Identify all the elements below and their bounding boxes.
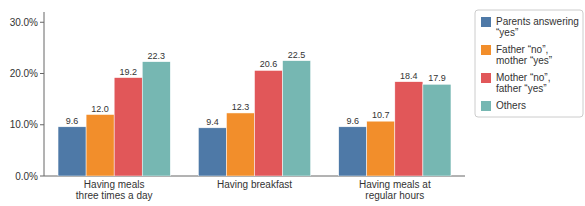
bar xyxy=(114,78,142,176)
y-tick xyxy=(40,124,44,125)
legend-frame xyxy=(475,10,583,117)
legend: Parents answering“yes” Father “no”,mother… xyxy=(475,10,583,117)
data-label: 18.4 xyxy=(400,71,418,81)
y-tick xyxy=(40,176,44,177)
bar xyxy=(283,61,311,176)
legend-label: Parents answering“yes” xyxy=(496,16,579,38)
legend-label: Others xyxy=(496,100,526,111)
data-label: 22.5 xyxy=(288,50,306,60)
bars xyxy=(58,61,451,176)
bar xyxy=(198,128,226,176)
x-tick-label: Having breakfast xyxy=(217,179,292,190)
legend-swatch xyxy=(481,17,491,27)
bar xyxy=(395,82,423,176)
bar xyxy=(339,127,367,176)
data-label: 19.2 xyxy=(119,67,137,77)
x-tick-label: Having meals atregular hours xyxy=(359,179,431,201)
data-label: 17.9 xyxy=(428,73,446,83)
bar xyxy=(423,84,451,176)
y-tick-label: 20.0% xyxy=(10,68,38,79)
y-tick-label: 10.0% xyxy=(10,119,38,130)
legend-swatch xyxy=(481,73,491,83)
legend-swatch xyxy=(481,101,491,111)
data-label: 12.3 xyxy=(232,102,250,112)
data-label: 12.0 xyxy=(91,104,109,114)
bar xyxy=(86,115,114,177)
y-tick-label: 30.0% xyxy=(10,17,38,28)
bar xyxy=(58,127,86,176)
y-tick-label: 0.0% xyxy=(15,171,38,182)
bar xyxy=(142,62,170,176)
axes: 0.0% 10.0% 20.0% 30.0% Having mealsthree tim… xyxy=(10,12,465,201)
data-label: 20.6 xyxy=(260,59,278,69)
y-tick xyxy=(40,22,44,23)
data-label: 22.3 xyxy=(148,51,166,61)
data-label: 9.6 xyxy=(346,116,359,126)
data-label: 9.4 xyxy=(206,117,219,127)
x-tick-label: Having mealsthree times a day xyxy=(76,179,153,201)
chart: 0.0% 10.0% 20.0% 30.0% Having mealsthree tim… xyxy=(0,0,585,206)
bar xyxy=(367,121,395,176)
bar xyxy=(255,70,283,176)
legend-label: Mother “no”,father “yes” xyxy=(496,72,550,94)
y-tick xyxy=(40,73,44,74)
data-labels: 9.6 9.4 9.6 12.0 12.3 10.7 19.2 20.6 18.4 22.3 22.… xyxy=(66,50,446,127)
data-label: 9.6 xyxy=(66,116,79,126)
bar xyxy=(226,113,254,176)
legend-swatch xyxy=(481,45,491,55)
legend-label: Father “no”,mother “yes” xyxy=(496,44,552,66)
y-axis xyxy=(44,12,45,176)
data-label: 10.7 xyxy=(372,110,390,120)
